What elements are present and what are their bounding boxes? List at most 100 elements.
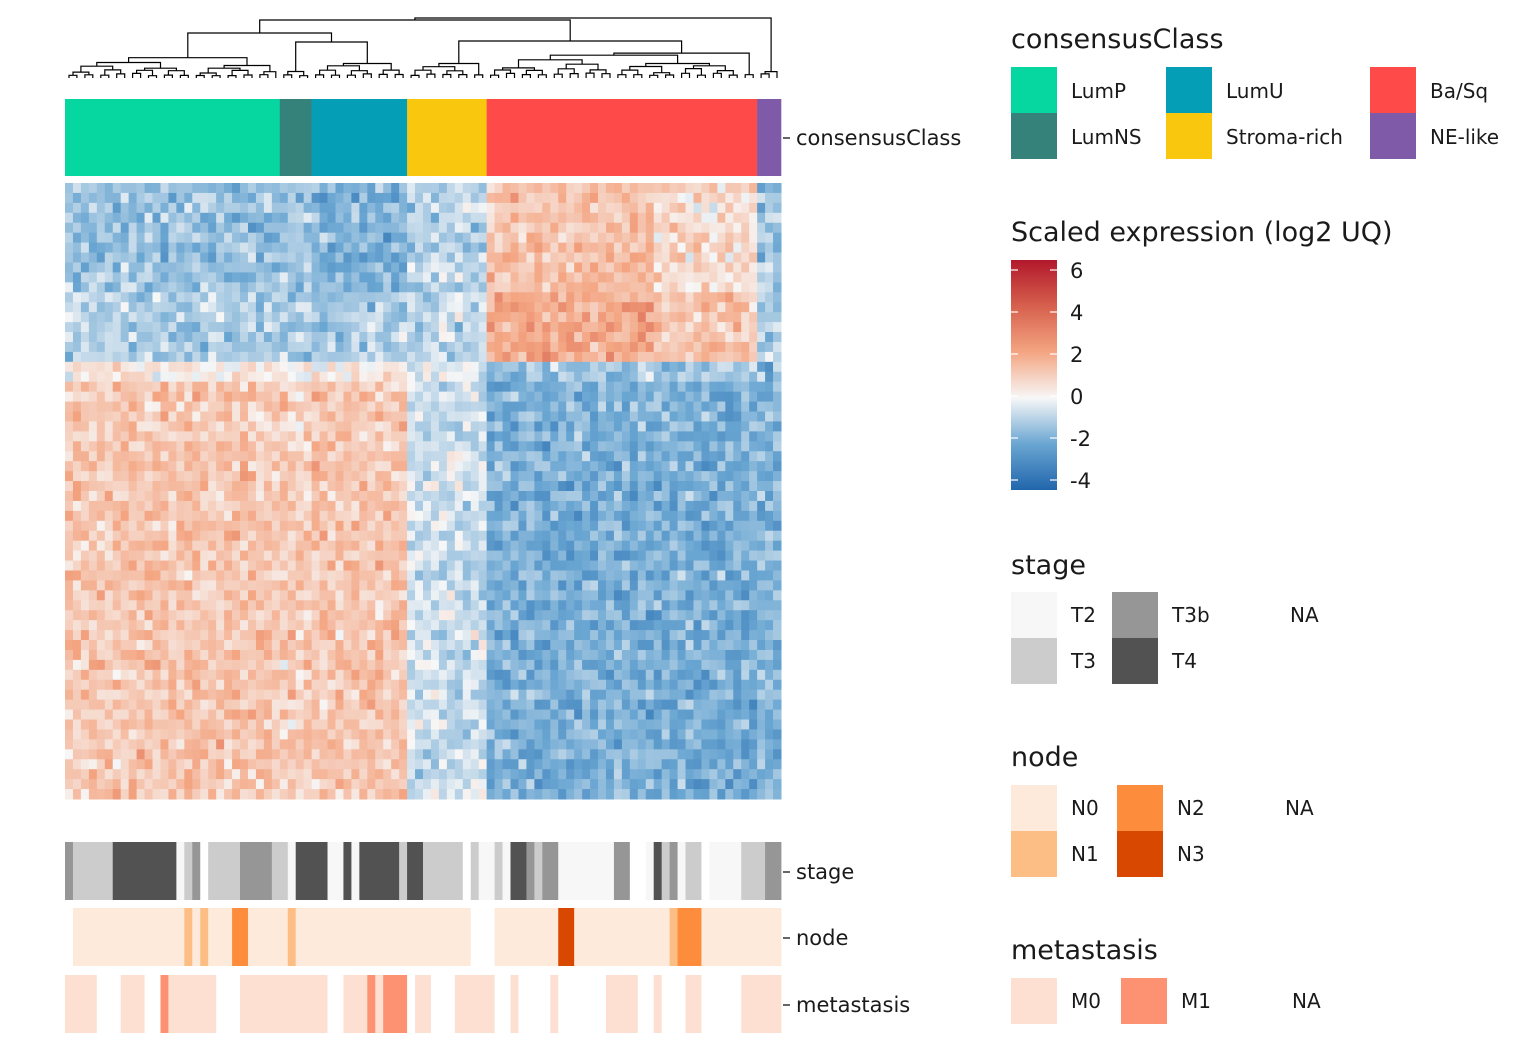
heatmap-cell bbox=[343, 272, 352, 283]
heatmap-cell bbox=[383, 282, 392, 293]
heatmap-cell bbox=[128, 183, 138, 194]
heatmap-cell bbox=[263, 451, 273, 462]
heatmap-cell bbox=[510, 232, 519, 244]
heatmap-cell bbox=[701, 202, 710, 214]
heatmap-cell bbox=[757, 411, 766, 422]
heatmap-cell bbox=[192, 401, 201, 413]
heatmap-cell bbox=[510, 332, 519, 343]
heatmap-cell bbox=[773, 222, 782, 234]
heatmap-cell bbox=[80, 630, 90, 641]
heatmap-cell bbox=[470, 391, 480, 403]
heatmap-cell bbox=[391, 500, 400, 512]
heatmap-cell bbox=[582, 391, 591, 403]
heatmap-cell bbox=[319, 550, 329, 562]
heatmap-cell bbox=[96, 242, 106, 254]
heatmap-cell bbox=[160, 431, 169, 442]
heatmap-cell bbox=[168, 719, 177, 730]
heatmap-cell bbox=[645, 441, 655, 452]
heatmap-cell bbox=[446, 590, 456, 601]
heatmap-cell bbox=[621, 699, 631, 711]
heatmap-cell bbox=[741, 471, 750, 482]
heatmap-cell bbox=[574, 610, 583, 621]
heatmap-cell bbox=[510, 590, 519, 601]
heatmap-cell bbox=[510, 391, 519, 403]
heatmap-cell bbox=[438, 341, 448, 353]
heatmap-cell bbox=[494, 262, 504, 273]
heatmap-cell bbox=[168, 520, 177, 532]
heatmap-cell bbox=[645, 620, 655, 631]
heatmap-cell bbox=[192, 302, 201, 313]
heatmap-cell bbox=[494, 481, 504, 492]
heatmap-cell bbox=[765, 491, 774, 502]
heatmap-cell bbox=[367, 510, 376, 522]
heatmap-cell bbox=[168, 540, 177, 552]
heatmap-cell bbox=[224, 212, 233, 224]
heatmap-cell bbox=[438, 679, 448, 691]
heatmap-cell bbox=[399, 500, 408, 512]
heatmap-cell bbox=[224, 282, 233, 293]
heatmap-cell bbox=[335, 610, 344, 621]
heatmap-cell bbox=[685, 302, 694, 313]
heatmap-cell bbox=[478, 451, 488, 462]
heatmap-cell bbox=[224, 441, 233, 452]
heatmap-cell bbox=[359, 302, 368, 313]
heatmap-cell bbox=[701, 451, 710, 462]
heatmap-cell bbox=[72, 361, 82, 373]
heatmap-cell bbox=[80, 242, 90, 254]
heatmap-cell bbox=[303, 202, 313, 214]
heatmap-cell bbox=[550, 580, 559, 591]
heatmap-cell bbox=[144, 302, 154, 313]
heatmap-cell bbox=[224, 401, 233, 413]
heatmap-cell bbox=[319, 183, 329, 194]
heatmap-cell bbox=[319, 640, 329, 651]
heatmap-cell bbox=[653, 471, 663, 482]
heatmap-cell bbox=[605, 550, 615, 562]
heatmap-cell bbox=[415, 282, 424, 293]
heatmap-cell bbox=[287, 481, 297, 492]
heatmap-cell bbox=[765, 570, 774, 581]
heatmap-cell bbox=[534, 292, 543, 303]
heatmap-cell bbox=[518, 272, 527, 283]
heatmap-cell bbox=[693, 381, 702, 393]
heatmap-cell bbox=[224, 540, 233, 552]
heatmap-cell bbox=[423, 361, 432, 373]
heatmap-cell bbox=[343, 590, 352, 601]
heatmap-cell bbox=[550, 451, 559, 462]
heatmap-cell bbox=[120, 252, 130, 263]
heatmap-cell bbox=[295, 600, 305, 611]
heatmap-cell bbox=[486, 530, 496, 542]
heatmap-cell bbox=[446, 649, 456, 661]
heatmap-cell bbox=[160, 183, 169, 194]
heatmap-cell bbox=[112, 669, 122, 681]
heatmap-cell bbox=[415, 262, 424, 273]
heatmap-cell bbox=[590, 520, 599, 532]
heatmap-cell bbox=[438, 520, 448, 532]
heatmap-cell bbox=[462, 709, 472, 721]
heatmap-cell bbox=[470, 590, 480, 601]
heatmap-cell bbox=[96, 659, 106, 671]
heatmap-cell bbox=[240, 192, 249, 204]
heatmap-cell bbox=[653, 600, 663, 611]
heatmap-cell bbox=[216, 222, 225, 234]
heatmap-cell bbox=[319, 262, 329, 273]
heatmap-cell bbox=[709, 302, 718, 313]
heatmap-cell bbox=[367, 411, 376, 422]
heatmap-cell bbox=[486, 451, 496, 462]
heatmap-cell bbox=[287, 302, 297, 313]
heatmap-cell bbox=[446, 401, 456, 413]
heatmap-cell bbox=[160, 351, 169, 363]
heatmap-cell bbox=[120, 421, 130, 432]
heatmap-cell bbox=[542, 461, 551, 472]
heatmap-cell bbox=[454, 302, 464, 313]
heatmap-cell bbox=[367, 580, 376, 591]
heatmap-cell bbox=[359, 620, 368, 631]
heatmap-cell bbox=[152, 649, 161, 661]
heatmap-cell bbox=[224, 550, 233, 562]
heatmap-cell bbox=[88, 679, 98, 691]
heatmap-cell bbox=[351, 272, 360, 283]
heatmap-cell bbox=[423, 411, 432, 422]
heatmap-cell bbox=[566, 431, 575, 442]
heatmap-cell bbox=[80, 491, 90, 502]
heatmap-cell bbox=[598, 282, 607, 293]
heatmap-cell bbox=[629, 272, 639, 283]
